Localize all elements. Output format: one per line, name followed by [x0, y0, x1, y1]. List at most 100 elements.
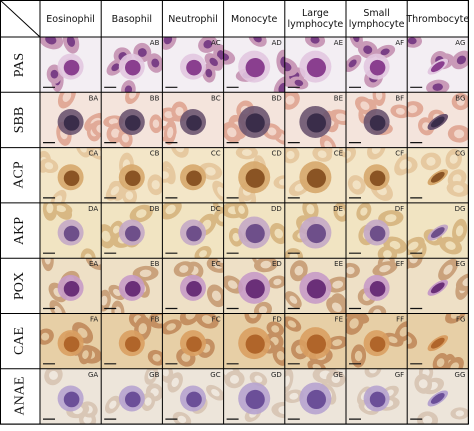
leukocyte-nucleus [306, 58, 326, 78]
rbc-nucleus [455, 410, 465, 417]
micrograph-content [40, 313, 102, 369]
rbc-nucleus [389, 240, 401, 250]
panel-label: FG [456, 316, 465, 324]
rbc-nucleus [346, 266, 355, 275]
rbc-nucleus [166, 323, 176, 331]
rbc-nucleus [373, 309, 382, 314]
rbc-nucleus [287, 320, 297, 328]
leukocyte-nucleus [186, 336, 202, 352]
panel-label: EE [334, 260, 343, 268]
rbc-nucleus [203, 40, 213, 49]
micrograph: BD [223, 92, 285, 148]
rbc-nucleus [227, 280, 238, 289]
leukocyte-nucleus [306, 223, 326, 244]
rbc-nucleus [152, 353, 161, 362]
rbc-nucleus [331, 374, 341, 384]
micrograph-content [407, 202, 469, 259]
micrograph-content [407, 258, 469, 314]
micrograph-content [40, 258, 102, 314]
panel-label: DA [88, 205, 98, 213]
micrograph-content [223, 258, 285, 314]
rbc-nucleus [139, 269, 152, 278]
rbc-nucleus [369, 368, 378, 374]
micrograph: BA [40, 92, 102, 148]
rbc-nucleus [112, 225, 120, 234]
rbc-nucleus [267, 127, 277, 136]
micrograph-content [284, 258, 346, 314]
rbc-nucleus [418, 379, 428, 389]
rbc-nucleus [409, 258, 418, 264]
micrograph: GC [162, 368, 224, 425]
rbc-nucleus [144, 397, 152, 406]
rbc-nucleus [44, 162, 54, 170]
micrograph: BF [346, 92, 408, 148]
micrograph-content [101, 92, 163, 148]
leukocyte-nucleus [369, 115, 386, 131]
rbc-nucleus [462, 277, 469, 287]
rbc-nucleus [445, 241, 456, 250]
rbc-nucleus [443, 264, 453, 275]
leukocyte-nucleus [186, 59, 202, 76]
micrograph: CB [101, 147, 163, 203]
micrograph: EG [407, 258, 469, 314]
leukocyte-nucleus [125, 336, 141, 352]
rbc-nucleus [332, 280, 344, 289]
rbc-nucleus [284, 62, 292, 72]
micrograph: GB [101, 368, 163, 425]
rbc-nucleus [227, 127, 237, 138]
corner-diagonal [0, 0, 41, 38]
panel-label: AD [272, 39, 282, 47]
leukocyte-nucleus [306, 113, 326, 133]
rbc-nucleus [395, 107, 405, 115]
panel-label: GG [455, 371, 466, 379]
rbc-nucleus [274, 228, 284, 239]
panel-label: EC [211, 260, 220, 268]
rbc-nucleus [337, 207, 345, 217]
micrograph: EA [40, 258, 102, 314]
micrograph-content [284, 368, 346, 425]
stain-label: ACP [11, 161, 27, 189]
rbc-nucleus [110, 186, 120, 196]
stain-label: PAS [12, 52, 27, 77]
micrograph: EF [346, 258, 408, 314]
rbc-nucleus [456, 55, 467, 65]
micrograph-content [346, 92, 408, 148]
rbc-nucleus [294, 265, 304, 276]
panel-label: FB [151, 316, 160, 324]
panel-label: BG [455, 94, 465, 102]
panel-label: EB [150, 260, 159, 268]
micrograph: EE [284, 258, 346, 314]
micrograph: FA [40, 313, 102, 369]
micrograph: GF [346, 368, 408, 425]
micrograph-content [101, 368, 163, 425]
rbc-nucleus [360, 207, 368, 216]
rbc-nucleus [456, 97, 465, 106]
rbc-nucleus [108, 118, 119, 125]
micrograph: AE [284, 37, 346, 93]
micrograph-content [407, 92, 469, 148]
rbc-nucleus [121, 133, 129, 143]
thrombocyte-nucleus [430, 61, 445, 73]
panel-label: GD [271, 371, 282, 379]
rbc-nucleus [179, 265, 189, 273]
micrograph-content [346, 147, 408, 203]
rbc-nucleus [114, 306, 122, 314]
leukocyte-nucleus [369, 391, 386, 408]
panel-label: CC [211, 150, 221, 158]
rbc-nucleus [211, 389, 220, 397]
leukocyte-nucleus [245, 168, 265, 188]
micrograph-content [407, 368, 469, 425]
rbc-nucleus [218, 213, 224, 222]
leukocyte-nucleus [125, 281, 141, 297]
rbc-nucleus [360, 101, 370, 111]
panel-label: AB [150, 39, 160, 47]
leukocyte-nucleus [125, 225, 141, 242]
micrograph-content [162, 202, 224, 259]
thrombocyte-nucleus [430, 227, 445, 238]
stain-label: CAE [12, 327, 27, 356]
rbc-nucleus [273, 278, 282, 286]
micrograph: DG [407, 202, 469, 259]
rbc-nucleus [276, 351, 285, 361]
panel-label: AF [395, 39, 404, 47]
rbc-nucleus [201, 315, 213, 324]
